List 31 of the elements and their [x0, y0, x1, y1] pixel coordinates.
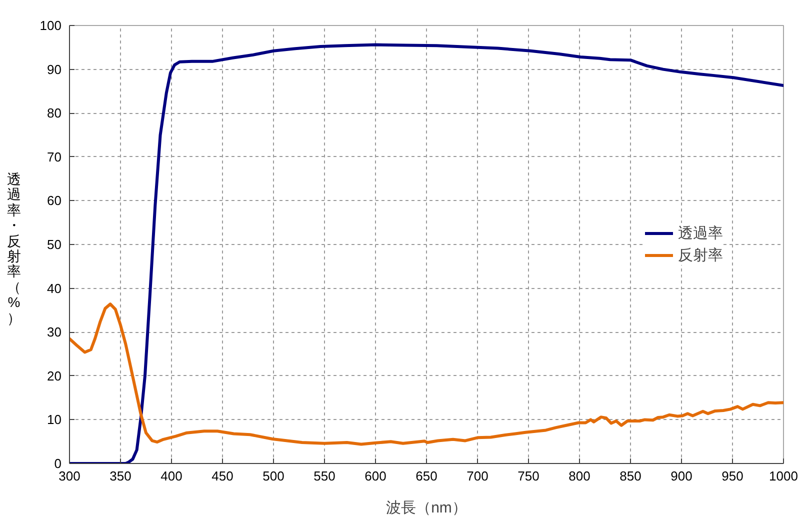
x-tick-label: 1000 [769, 468, 798, 484]
y-tick-label: 90 [47, 62, 62, 77]
x-tick-label: 600 [364, 468, 386, 484]
y-tick-label: 60 [47, 193, 62, 208]
y-tick-label: 40 [47, 280, 62, 296]
x-tick-label: 300 [58, 468, 80, 484]
y-tick-label: 30 [47, 324, 62, 340]
x-tick-label: 750 [518, 468, 540, 484]
legend-label: 反射率 [678, 246, 723, 264]
x-axis-title: 波長（nm） [386, 500, 467, 516]
x-tick-label: 900 [670, 468, 692, 484]
x-tick-label: 450 [212, 468, 234, 484]
x-tick-label: 400 [160, 468, 182, 484]
x-tick-label: 550 [314, 468, 336, 484]
x-tick-label: 950 [722, 468, 744, 484]
y-tick-label: 50 [47, 237, 62, 252]
x-tick-label: 650 [416, 468, 438, 484]
x-tick-label: 800 [568, 468, 590, 484]
y-tick-label: 0 [54, 456, 62, 471]
y-tick-label: 20 [47, 368, 62, 384]
x-tick-label: 850 [620, 468, 642, 484]
legend-label: 透過率 [678, 224, 723, 242]
y-tick-label: 80 [47, 106, 62, 121]
y-tick-label: 100 [40, 18, 62, 33]
text: 透過率・反射率（%） [7, 171, 21, 326]
x-tick-label: 350 [110, 468, 132, 484]
x-tick-label: 500 [262, 468, 284, 484]
line-series [70, 302, 784, 446]
y-tick-label: 10 [47, 412, 62, 428]
x-tick-label: 700 [466, 468, 488, 484]
y-tick-label: 70 [47, 149, 62, 164]
